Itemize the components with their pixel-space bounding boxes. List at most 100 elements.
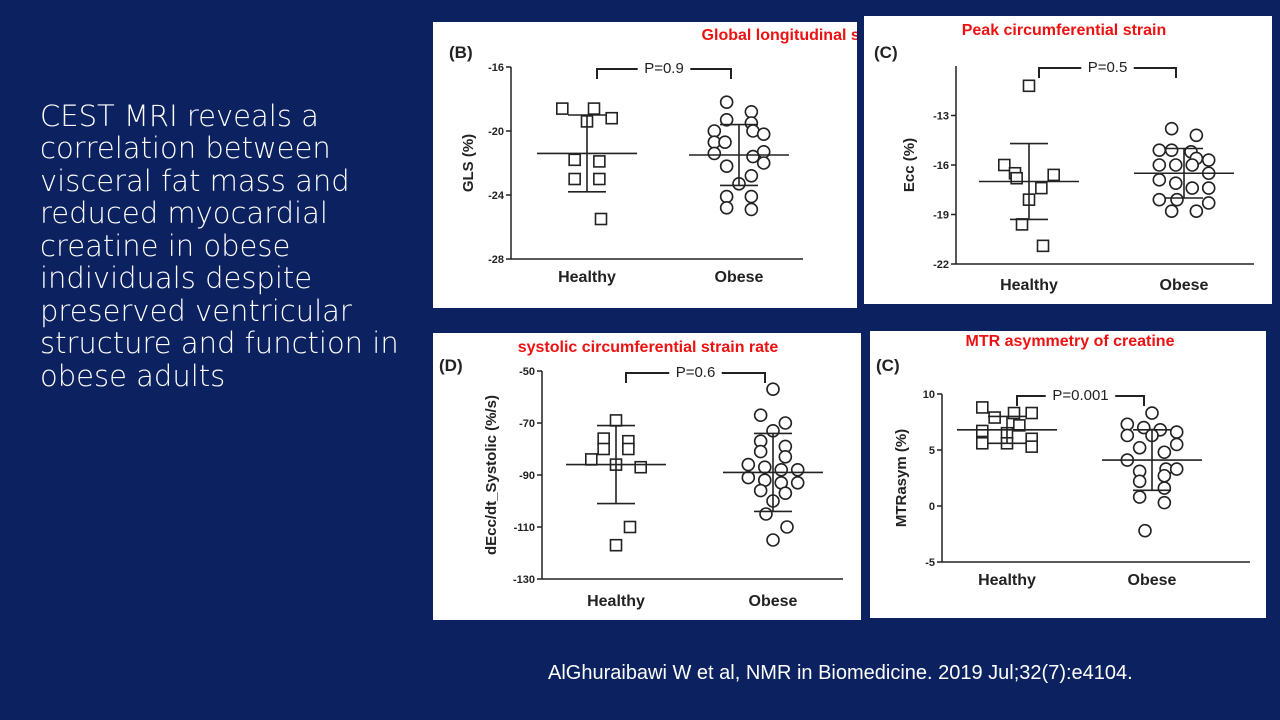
data-point-circle [756,127,771,141]
data-point-circle [744,202,759,217]
data-point-circle [757,460,772,474]
chart-title: MTR asymmetry of creatine [966,333,1175,350]
data-point-circle [707,146,722,161]
panel-label: (D) [439,356,463,375]
data-point-circle [1169,437,1184,452]
data-point-circle [759,507,773,521]
data-point-circle [766,382,780,397]
p-value-bg [1045,386,1116,404]
y-tick-label: -110 [514,522,535,534]
data-point-square [568,153,581,167]
data-point-circle [719,189,734,204]
data-point-square [597,442,610,456]
chart-svg: MTR asymmetry of creatine (C) 10 5 0 -5 MTRasy… [876,333,1250,589]
y-tick-label: -90 [519,470,535,482]
data-point-circle [1138,523,1152,538]
data-point-square [1007,406,1021,420]
data-point-square [556,102,569,115]
data-point-circle [1170,192,1184,207]
chart-svg: Global longitudinal strain (B) -16 -20 -24 -2… [449,27,857,286]
y-tick-label: -28 [488,254,504,266]
data-point-circle [719,159,734,173]
data-point-circle [1168,176,1183,190]
y-axis-label: GLS (%) [460,134,477,192]
x-category-label: Obese [715,269,764,286]
data-point-circle [1157,495,1172,510]
data-point-circle [718,135,732,149]
y-tick-label: -16 [933,160,949,172]
y-tick-label: -22 [933,259,949,271]
x-category-label: Obese [1128,572,1177,589]
panel-label: (C) [874,43,898,62]
data-point-circle [1152,158,1167,172]
p-value-label: P=0.6 [676,364,716,381]
panel-label: (C) [876,356,900,375]
data-point-square [609,538,623,552]
x-category-label: Healthy [587,593,645,610]
data-point-circle [719,95,734,109]
data-point-square [605,111,618,125]
data-point-square [1010,171,1023,185]
data-point-square [1022,79,1036,93]
data-point-circle [719,113,734,127]
y-tick-label: -24 [488,190,505,202]
data-point-circle [1169,462,1184,476]
data-point-square [1025,406,1038,420]
panel-label: (B) [449,43,473,62]
chart-svg: Peak circumferential strain (C) -13 -16 -19 -… [874,22,1254,294]
slide-body-text: CEST MRI reveals a correlation between v… [40,99,399,393]
data-point-circle [1132,440,1147,455]
data-point-circle [766,533,780,547]
data-point-circle [1152,173,1167,187]
data-point-circle [1164,204,1179,218]
data-point-square [1035,181,1048,195]
data-point-square [622,442,635,456]
chart-panel-strain-rate: systolic circumferential strain rate (D) -… [433,333,861,620]
data-point-circle [1189,204,1204,218]
y-tick-label: 5 [929,445,935,457]
data-point-circle [746,149,760,164]
data-point-circle [753,444,768,459]
data-point-circle [1120,417,1135,432]
data-point-circle [707,124,722,138]
data-point-circle [1145,406,1159,420]
chart-title: Peak circumferential strain [962,22,1167,39]
chart-panel-gls: Global longitudinal strain (B) -16 -20 -24 -2… [433,22,857,308]
p-value-label: P=0.001 [1052,387,1108,404]
data-point-circle [780,520,794,534]
chart-svg: systolic circumferential strain rate (D) -… [439,339,843,610]
x-category-label: Obese [1160,277,1209,294]
data-point-circle [1189,128,1204,143]
data-point-square [1036,239,1050,253]
data-point-circle [741,470,756,485]
chart-title: Global longitudinal strain [702,27,857,44]
data-point-square [634,460,647,474]
data-point-square [976,436,989,450]
y-tick-label: -130 [513,574,535,586]
data-point-square [1025,440,1038,453]
data-point-circle [1169,425,1184,439]
y-tick-label: -19 [933,210,949,222]
chart-panel-ecc: Peak circumferential strain (C) -13 -16 -19 -… [864,16,1272,304]
data-point-square [597,432,610,445]
data-point-circle [1152,143,1167,157]
y-axis-label: MTRasym (%) [893,429,910,527]
data-point-circle [778,416,793,430]
data-point-circle [1201,153,1216,167]
data-point-square [585,453,598,466]
data-point-circle [744,105,759,119]
data-point-square [609,414,623,427]
data-point-circle [756,156,771,170]
data-point-circle [1157,468,1172,483]
y-tick-label: -5 [925,557,935,569]
y-axis-label: dEcc/dt_Systolic (%/s) [483,395,500,555]
y-tick-label: -13 [933,111,949,123]
x-category-label: Obese [749,593,798,610]
data-point-circle [1132,490,1147,504]
data-point-circle [753,408,768,422]
y-tick-label: 0 [929,501,935,513]
data-point-circle [753,483,768,498]
data-point-circle [774,463,789,477]
data-point-circle [1164,121,1179,136]
data-point-circle [741,457,756,472]
